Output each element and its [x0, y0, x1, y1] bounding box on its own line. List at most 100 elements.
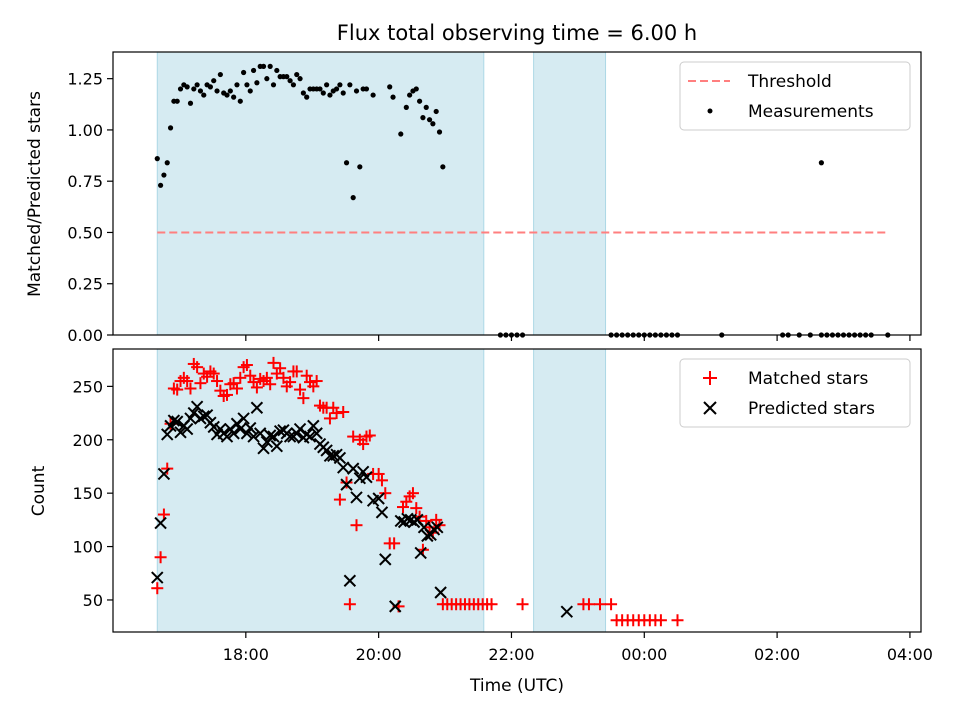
ratio-legend: Threshold Measurements — [679, 61, 911, 131]
matched-star-point — [605, 598, 618, 611]
predicted-star-mark — [227, 427, 240, 440]
predicted-star-mark — [170, 415, 184, 428]
predicted-star-point — [350, 491, 363, 504]
predicted-star-mark — [154, 516, 167, 530]
predicted-star-point — [560, 605, 574, 618]
measurement-point — [304, 94, 310, 100]
observing-band — [533, 51, 607, 336]
measurement-point — [300, 90, 306, 96]
measurement-point — [207, 84, 214, 90]
counts-y-label: Count — [29, 465, 49, 516]
measurement-point — [398, 131, 404, 137]
measurement-point — [290, 82, 297, 88]
matched-star-point — [357, 438, 370, 451]
matched-star-point — [234, 371, 247, 384]
predicted-star-point — [161, 428, 174, 441]
matched-star-point — [277, 371, 290, 384]
counts-legend: Matched stars Predicted stars — [679, 358, 911, 428]
ratio-y-label: Matched/Predicted stars — [25, 91, 45, 297]
matched-star-point — [343, 598, 356, 611]
predicted-star-point — [200, 409, 214, 422]
predicted-star-mark — [247, 430, 260, 443]
measurement-point — [154, 156, 160, 162]
measurement-point — [201, 92, 207, 98]
measurement-point — [403, 104, 409, 110]
measurement-point — [217, 71, 223, 78]
matched-star-point — [323, 412, 336, 425]
measurement-point — [297, 76, 303, 82]
matched-star-point — [154, 551, 167, 564]
predicted-star-point — [340, 478, 353, 491]
predicted-star-mark — [389, 600, 402, 613]
predicted-star-mark — [337, 461, 350, 474]
predicted-star-point — [244, 421, 257, 435]
matched-star-point — [290, 365, 303, 378]
predicted-star-mark — [340, 478, 353, 491]
ratio-y-tick-label: 0.25 — [67, 275, 103, 294]
predicted-star-point — [389, 600, 402, 613]
counts-x-tick-label: 22:00 — [488, 645, 534, 664]
predicted-star-point — [379, 553, 392, 566]
measurement-point — [390, 94, 396, 100]
matched-star-point — [274, 362, 287, 375]
matched-star-point — [340, 476, 353, 489]
ratio-x-ticks — [245, 335, 911, 341]
matched-star-point — [379, 487, 392, 500]
predicted-star-mark — [157, 467, 171, 481]
measurement-point — [413, 86, 419, 92]
predicted-star-point — [337, 461, 350, 474]
ratio-y-ticks: 0.00 0.25 0.50 0.75 1.00 1.25 — [67, 70, 113, 345]
predicted-star-mark — [283, 430, 297, 443]
predicted-star-mark — [200, 409, 214, 422]
observing-bands — [156, 51, 607, 336]
predicted-star-mark — [250, 401, 264, 414]
predicted-star-point — [190, 400, 204, 413]
measurement-point — [260, 63, 267, 69]
predicted-star-mark — [346, 462, 360, 475]
predicted-star-mark — [167, 414, 181, 427]
ratio-panel: 0.00 0.25 0.50 0.75 1.00 1.25 Matched/Predict… — [25, 51, 922, 345]
measurement-point — [164, 160, 170, 166]
predicted-star-mark — [379, 553, 392, 566]
matched-star-point — [330, 407, 343, 420]
legend-measurement-swatch — [707, 108, 713, 114]
matched-star-point — [406, 487, 419, 500]
matched-star-point — [161, 462, 174, 475]
predicted-star-mark — [320, 444, 333, 457]
count-points — [151, 356, 684, 627]
predicted-star-mark — [333, 451, 347, 465]
measurement-point — [234, 82, 240, 88]
measurement-point — [247, 88, 253, 94]
measurement-point — [420, 115, 426, 121]
measurement-point — [327, 92, 333, 98]
measurement-point — [440, 164, 446, 170]
counts-panel: 50 100 150 200 250 18:00 20:00 22:00 00:00 02:00… — [29, 348, 933, 696]
predicted-star-mark — [375, 506, 389, 519]
predicted-star-point — [247, 430, 260, 443]
matched-star-point — [516, 598, 529, 611]
predicted-star-mark — [207, 420, 220, 434]
predicted-star-mark — [257, 442, 270, 455]
observing-bands — [156, 348, 607, 633]
predicted-star-point — [333, 451, 347, 465]
predicted-star-point — [270, 439, 284, 453]
legend-matched-label: Matched stars — [748, 369, 868, 389]
measurement-point — [197, 88, 204, 94]
counts-x-ticks: 18:00 20:00 22:00 00:00 02:00 04:00 — [223, 632, 933, 664]
matched-star-point — [594, 598, 607, 611]
matched-star-point — [207, 367, 220, 380]
measurement-point — [350, 195, 356, 201]
measurement-point — [320, 90, 326, 96]
matched-star-point — [211, 375, 224, 388]
predicted-star-mark — [310, 427, 323, 440]
measurement-point — [337, 82, 343, 88]
measurement-point — [194, 82, 200, 88]
predicted-star-point — [310, 427, 323, 440]
measurement-point — [237, 98, 243, 104]
predicted-star-mark — [360, 470, 373, 484]
predicted-star-mark — [197, 410, 210, 423]
predicted-star-mark — [356, 465, 370, 479]
measurement-point — [340, 90, 346, 96]
measurement-point — [231, 94, 237, 100]
legend-measurements-label: Measurements — [748, 102, 874, 122]
